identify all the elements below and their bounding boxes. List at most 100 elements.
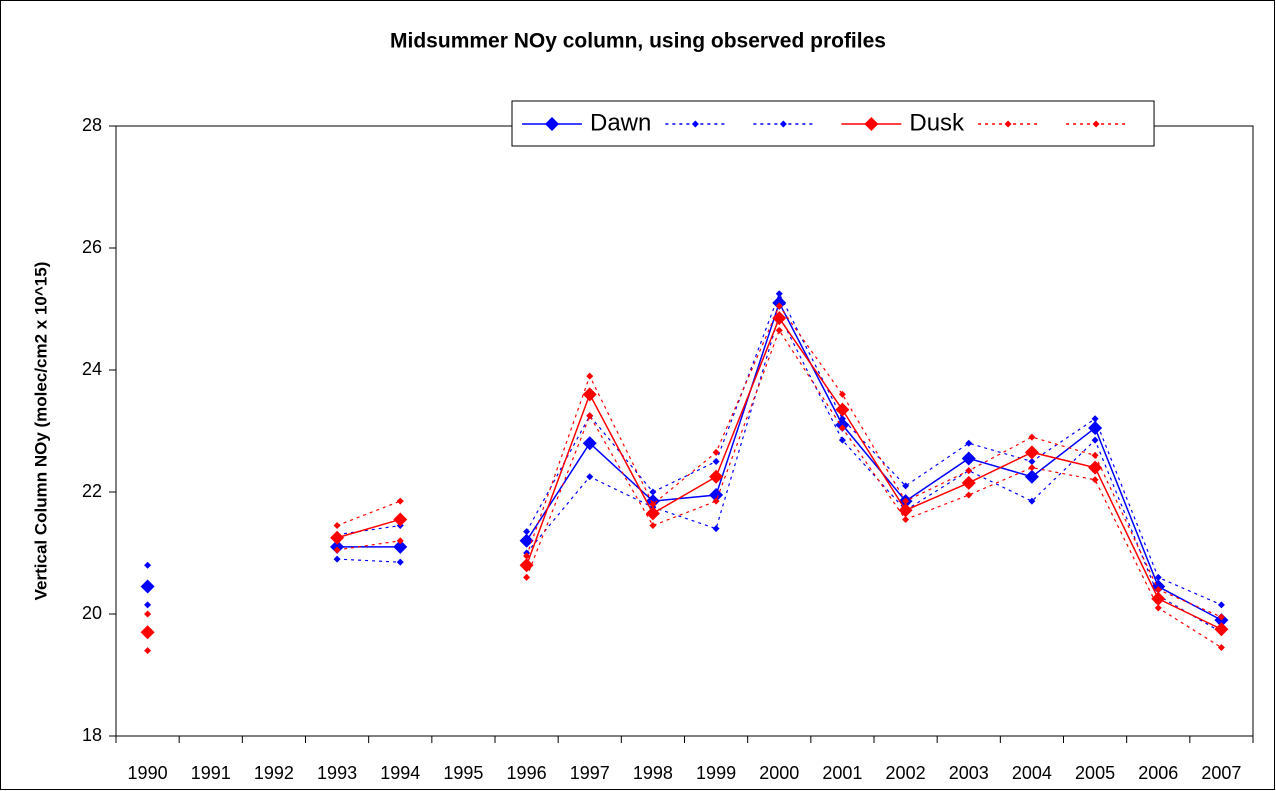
marker <box>582 387 597 402</box>
marker <box>1091 476 1099 484</box>
marker <box>393 539 408 554</box>
marker <box>1151 591 1166 606</box>
marker <box>649 500 657 508</box>
marker <box>523 573 531 581</box>
marker <box>586 473 594 481</box>
marker <box>1088 420 1103 435</box>
x-tick-label: 1990 <box>128 763 168 783</box>
series-line <box>337 313 1222 633</box>
marker <box>523 552 531 560</box>
marker <box>140 579 155 594</box>
marker <box>838 424 846 432</box>
marker <box>1214 622 1229 637</box>
legend-marker <box>864 117 879 131</box>
y-tick-label: 20 <box>82 603 102 623</box>
marker <box>902 497 910 505</box>
marker <box>396 558 404 566</box>
y-tick-label: 24 <box>82 359 102 379</box>
marker <box>333 522 341 530</box>
marker <box>396 497 404 505</box>
legend-marker <box>545 117 559 131</box>
series-line <box>337 300 1222 621</box>
marker <box>144 561 152 569</box>
marker <box>1028 464 1036 472</box>
marker <box>1217 613 1225 621</box>
x-tick-label: 1994 <box>380 763 420 783</box>
marker <box>582 436 597 451</box>
marker <box>835 402 850 417</box>
legend-marker <box>691 120 699 128</box>
marker <box>1154 604 1162 612</box>
marker <box>902 482 910 490</box>
y-axis-label: Vertical Column NOy (molec/cm2 x 10^15) <box>31 262 50 601</box>
marker <box>396 537 404 545</box>
marker <box>586 412 594 420</box>
x-tick-label: 1999 <box>696 763 736 783</box>
marker <box>712 448 720 456</box>
chart-title: Midsummer NOy column, using observed pro… <box>390 30 886 53</box>
y-tick-label: 18 <box>82 725 102 745</box>
legend-box <box>511 100 1155 147</box>
marker <box>144 647 152 655</box>
legend-marker <box>779 120 787 128</box>
marker <box>1024 469 1039 484</box>
marker <box>838 415 846 423</box>
marker <box>1217 644 1225 652</box>
x-tick-label: 1996 <box>507 763 547 783</box>
marker <box>1028 433 1036 441</box>
x-tick-label: 2004 <box>1012 763 1052 783</box>
marker <box>523 528 531 536</box>
marker <box>1091 451 1099 459</box>
marker <box>645 506 660 521</box>
marker <box>586 372 594 380</box>
series-line <box>336 329 1222 649</box>
marker <box>140 625 155 640</box>
marker <box>333 546 341 554</box>
x-tick-label: 2002 <box>886 763 926 783</box>
x-tick-label: 1998 <box>633 763 673 783</box>
y-tick-label: 28 <box>82 115 102 135</box>
x-tick-label: 1995 <box>443 763 483 783</box>
marker <box>1091 415 1099 423</box>
series-line <box>336 292 1222 606</box>
marker <box>1154 586 1162 594</box>
marker <box>965 491 973 499</box>
x-tick-label: 1992 <box>254 763 294 783</box>
legend-marker <box>1004 120 1012 128</box>
x-tick-label: 2006 <box>1138 763 1178 783</box>
x-tick-label: 1997 <box>570 763 610 783</box>
x-tick-label: 1993 <box>317 763 357 783</box>
series-line <box>336 304 1222 618</box>
legend: Dawn Dusk <box>511 100 1155 147</box>
legend-marker <box>1092 120 1100 128</box>
x-tick-label: 2003 <box>949 763 989 783</box>
marker <box>775 326 783 334</box>
marker <box>712 497 720 505</box>
marker <box>838 390 846 398</box>
y-tick-label: 22 <box>82 481 102 501</box>
marker <box>775 290 783 298</box>
y-tick-label: 26 <box>82 237 102 257</box>
marker <box>1091 436 1099 444</box>
x-tick-label: 1991 <box>191 763 231 783</box>
marker <box>393 512 408 527</box>
marker <box>712 525 720 533</box>
x-tick-label: 2007 <box>1201 763 1241 783</box>
marker <box>965 439 973 447</box>
marker <box>333 555 341 563</box>
x-tick-label: 2000 <box>759 763 799 783</box>
legend-label: Dawn <box>590 109 651 136</box>
marker <box>144 601 152 609</box>
marker <box>775 302 783 310</box>
x-tick-label: 2001 <box>822 763 862 783</box>
marker <box>1154 573 1162 581</box>
marker <box>519 533 534 548</box>
series-line <box>336 316 1222 630</box>
x-tick-label: 2005 <box>1075 763 1115 783</box>
marker <box>709 469 724 484</box>
marker <box>772 311 787 326</box>
legend-label: Dusk <box>909 109 965 136</box>
marker <box>1028 458 1036 465</box>
marker <box>649 488 657 496</box>
